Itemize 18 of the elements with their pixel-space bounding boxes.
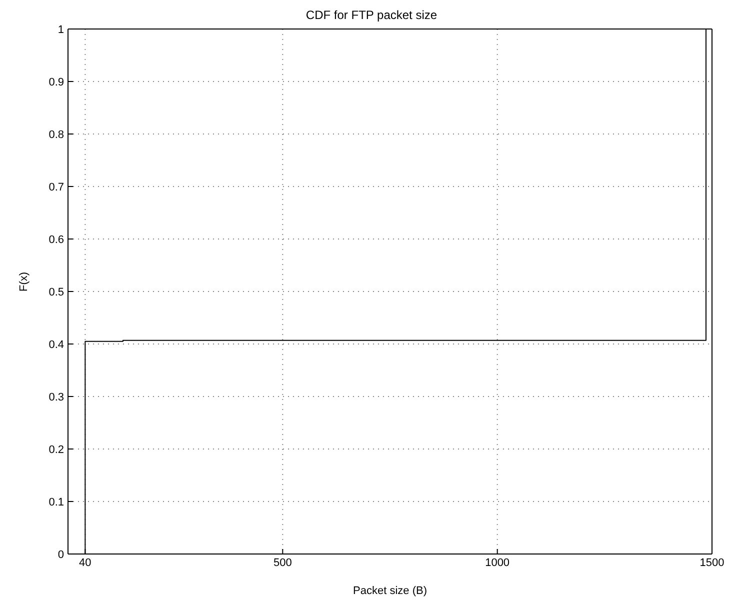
y-axis-title: F(x) — [18, 272, 30, 292]
x-tick-label: 1000 — [485, 556, 510, 569]
y-tick-label: 0 — [58, 548, 64, 561]
y-tick-label: 0.5 — [48, 286, 64, 298]
y-tick-label: 0.4 — [48, 338, 64, 351]
y-tick-label: 0.7 — [48, 181, 64, 194]
x-axis-title: Packet size (B) — [353, 585, 427, 597]
x-tick-label: 500 — [273, 556, 292, 569]
x-tick-label: 1500 — [700, 556, 724, 569]
y-tick-label: 0.3 — [48, 391, 64, 404]
y-tick-label: 0.6 — [48, 234, 64, 246]
y-tick-label: 0.2 — [48, 444, 64, 456]
y-tick-label: 0.8 — [48, 128, 64, 141]
y-tick-label: 0.1 — [48, 496, 64, 508]
y-tick-label: 0.9 — [48, 76, 64, 88]
x-tick-label: 40 — [79, 556, 92, 569]
y-tick-label: 1 — [58, 24, 64, 36]
chart-title: CDF for FTP packet size — [304, 8, 438, 24]
